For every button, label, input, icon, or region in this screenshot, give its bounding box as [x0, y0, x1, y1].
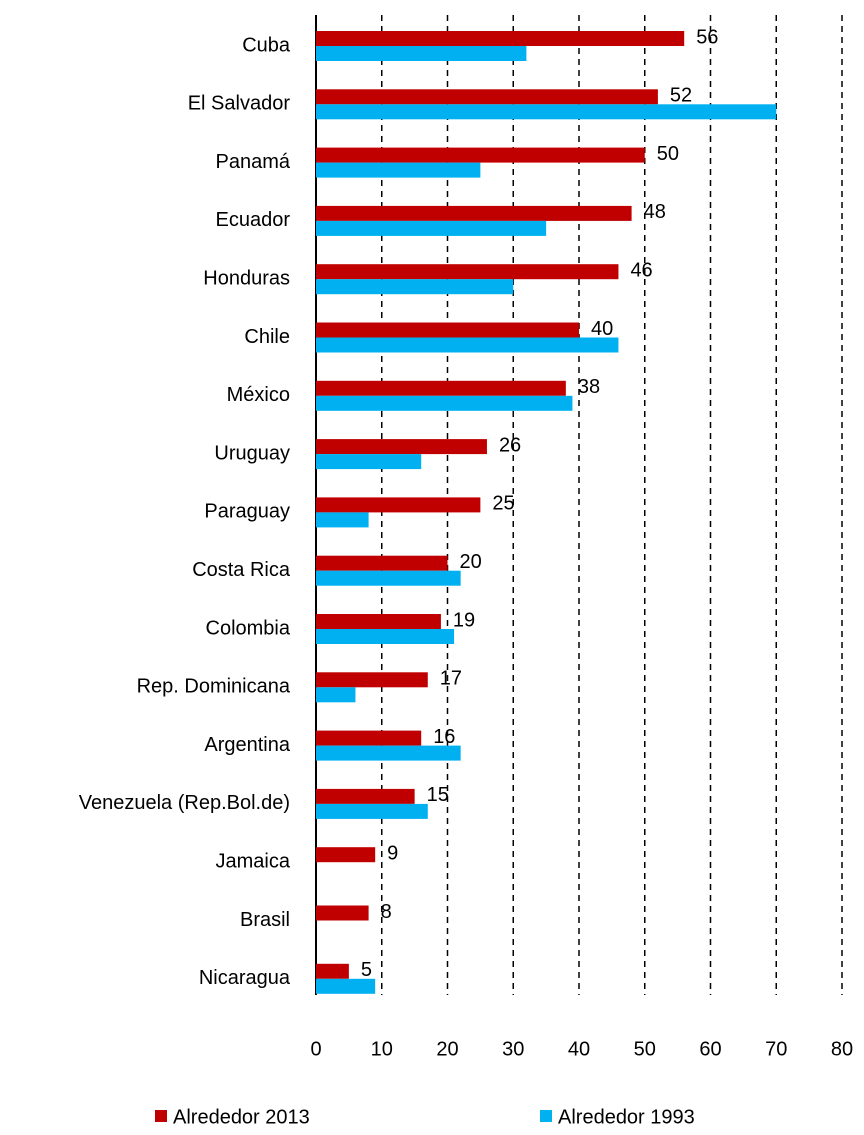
data-label: 26 [499, 434, 521, 456]
bar [316, 672, 428, 688]
bar [316, 279, 514, 295]
bar [316, 46, 527, 61]
bar [316, 147, 645, 163]
y-tick-label: Chile [244, 326, 290, 348]
data-label: 15 [427, 784, 449, 806]
y-tick-label: El Salvador [188, 93, 291, 115]
bar [316, 570, 461, 586]
y-tick-label: México [227, 384, 290, 406]
data-label: 50 [657, 143, 679, 165]
bar [316, 89, 658, 105]
x-tick-label: 20 [436, 1038, 458, 1060]
bar [316, 905, 369, 921]
y-tick-label: Cuba [242, 34, 291, 56]
x-tick-label: 60 [699, 1038, 721, 1060]
y-tick-label: Costa Rica [192, 559, 291, 581]
data-label: 8 [381, 901, 392, 923]
data-label: 16 [433, 726, 455, 748]
bar [316, 963, 349, 979]
bar [316, 629, 455, 644]
bar [316, 454, 422, 470]
x-tick-label: 30 [502, 1038, 524, 1060]
y-tick-label: Colombia [206, 617, 291, 639]
bar [316, 745, 461, 761]
bar [316, 730, 422, 746]
bar [316, 337, 619, 353]
data-label: 19 [453, 609, 475, 631]
bar [316, 395, 573, 411]
bar [316, 162, 481, 178]
bar [316, 978, 376, 994]
data-label: 5 [361, 959, 372, 981]
bar [316, 104, 777, 120]
bar [316, 497, 481, 513]
bar [316, 803, 428, 819]
y-tick-label: Rep. Dominicana [137, 676, 291, 698]
bar [316, 205, 632, 221]
data-label: 38 [578, 376, 600, 398]
legend-swatch [155, 1110, 167, 1122]
y-tick-label: Paraguay [204, 501, 290, 523]
x-tick-label: 80 [831, 1038, 853, 1060]
x-tick-label: 70 [765, 1038, 787, 1060]
bar [316, 555, 448, 571]
bar [316, 687, 356, 703]
x-tick-label: 0 [310, 1038, 321, 1060]
bar [316, 614, 441, 629]
legend-swatch [540, 1110, 552, 1122]
y-tick-label: Panamá [216, 151, 291, 173]
y-tick-label: Uruguay [214, 442, 290, 464]
bar [316, 788, 415, 804]
bar [316, 31, 685, 46]
data-label: 9 [387, 842, 398, 864]
data-label: 52 [670, 85, 692, 107]
bar [316, 322, 579, 338]
y-tick-label: Honduras [203, 267, 290, 289]
bar [316, 439, 487, 455]
bar [316, 264, 619, 280]
legend-label: Alrededor 2013 [173, 1106, 310, 1128]
legend-label: Alrededor 1993 [558, 1106, 695, 1128]
data-label: 20 [460, 551, 482, 573]
y-tick-label: Nicaragua [199, 967, 291, 989]
bar [316, 220, 547, 236]
bar [316, 380, 566, 396]
data-label: 40 [591, 318, 613, 340]
x-tick-label: 10 [371, 1038, 393, 1060]
data-label: 48 [644, 201, 666, 223]
data-label: 56 [696, 26, 718, 48]
bar [316, 512, 369, 528]
y-tick-label: Brasil [240, 909, 290, 931]
data-label: 25 [492, 493, 514, 515]
data-label: 46 [630, 259, 652, 281]
data-label: 17 [440, 668, 462, 690]
y-tick-label: Ecuador [216, 209, 291, 231]
x-tick-label: 40 [568, 1038, 590, 1060]
y-tick-label: Venezuela (Rep.Bol.de) [79, 792, 290, 814]
x-tick-label: 50 [634, 1038, 656, 1060]
y-tick-label: Argentina [204, 734, 290, 756]
bar [316, 847, 376, 863]
y-tick-label: Jamaica [216, 850, 291, 872]
